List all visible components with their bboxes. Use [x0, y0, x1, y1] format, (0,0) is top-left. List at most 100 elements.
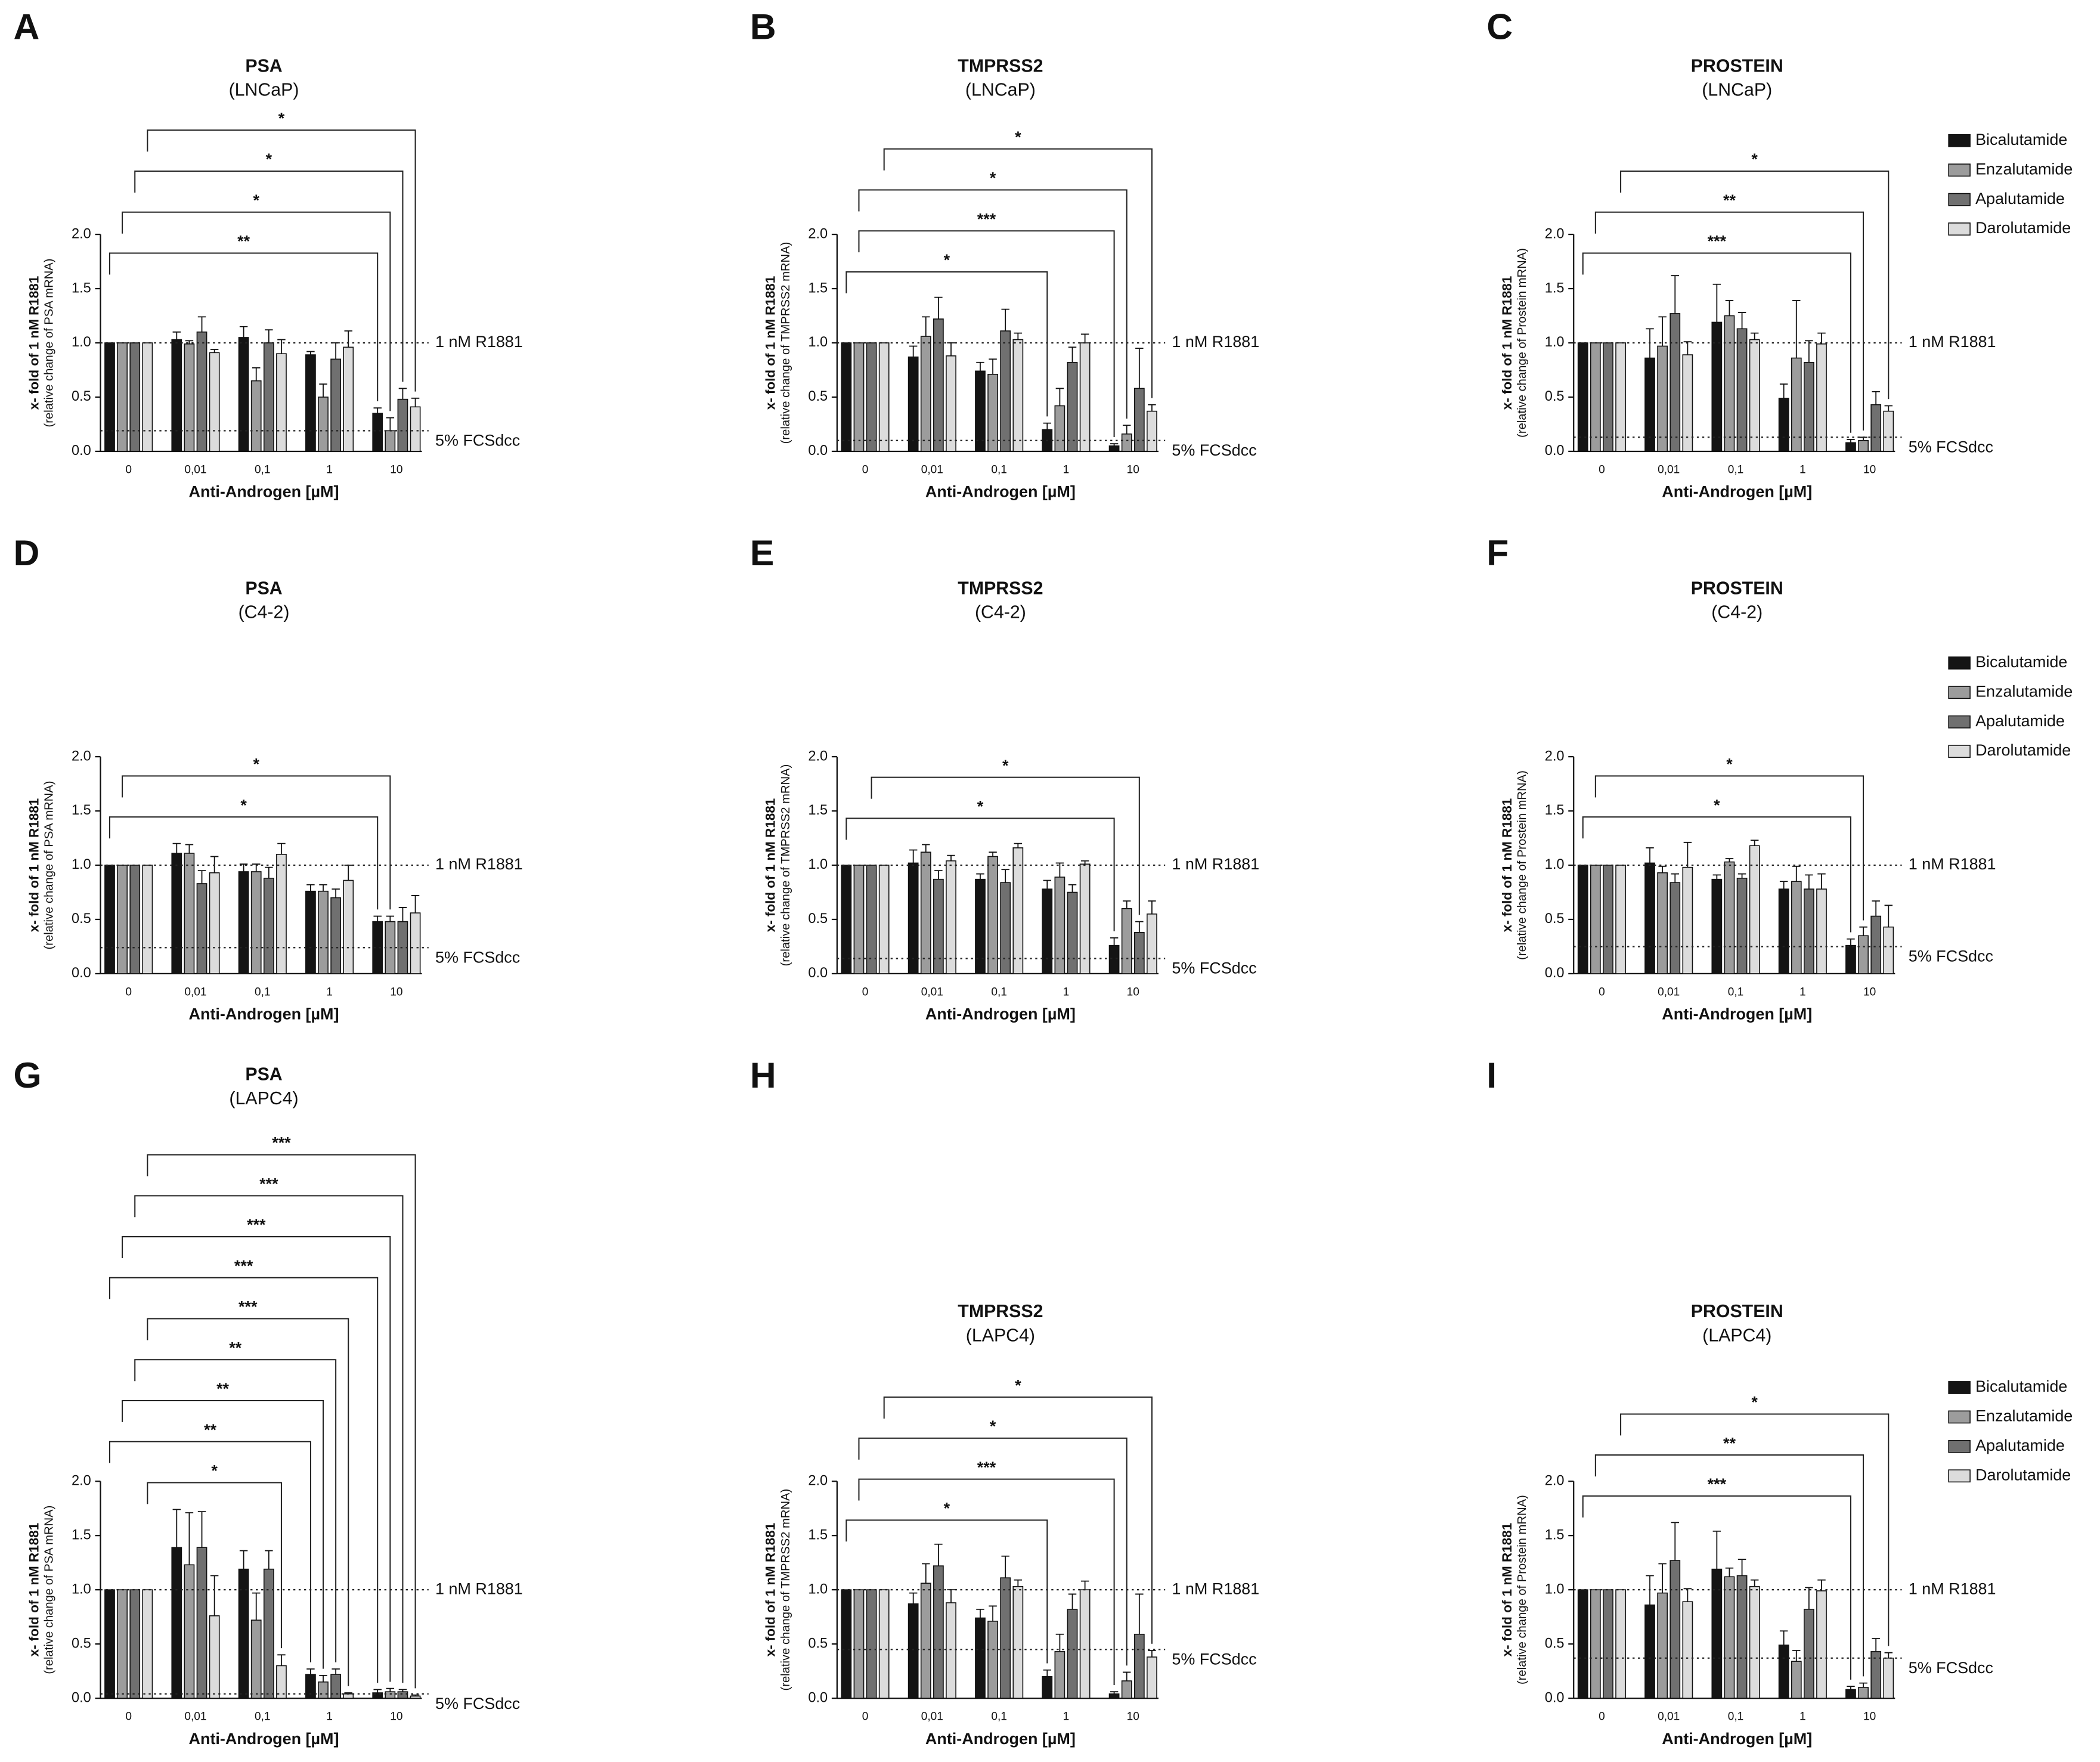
bar [1108, 945, 1120, 974]
bar [1054, 405, 1066, 452]
bar [1711, 321, 1723, 452]
error-bar [1671, 275, 1680, 314]
bar [933, 878, 944, 974]
bar [1816, 343, 1827, 452]
error-bar [1001, 308, 1009, 331]
bar [238, 337, 249, 452]
legend-label: Darolutamide [1975, 741, 2071, 759]
y-tick-label: 2.0 [72, 1472, 91, 1488]
significance-bracket [1594, 775, 1864, 921]
y-tick-label: 1.5 [808, 280, 828, 295]
y-axis-subtitle: (relative change of PSA mRNA) [42, 1506, 55, 1674]
y-tick-label: 1.5 [72, 802, 91, 817]
error-bar [332, 342, 340, 360]
significance-label: * [990, 1417, 996, 1435]
bar [1108, 445, 1120, 452]
legend-label: Apalutamide [1975, 712, 2065, 730]
significance-label: *** [977, 1458, 996, 1476]
y-tick-label: 2.0 [808, 748, 828, 763]
y-tick-label: 0.5 [72, 1635, 91, 1650]
legend-label: Bicalutamide [1975, 653, 2067, 671]
y-tick-label: 0.0 [1545, 1689, 1565, 1705]
error-bar [1872, 1638, 1880, 1652]
reference-label: 1 nM R1881 [1909, 855, 1996, 873]
bar [841, 342, 852, 452]
significance-label: * [1751, 150, 1758, 168]
reference-label: 5% FCSdcc [1172, 959, 1256, 977]
bar [1054, 877, 1066, 974]
bar [1079, 1589, 1091, 1699]
error-bar [306, 884, 315, 891]
chart-subtitle: (LAPC4) [1702, 1326, 1771, 1346]
error-bar [1817, 332, 1826, 344]
x-tick-label: 1 [1799, 463, 1806, 476]
error-bar [947, 854, 955, 861]
reference-label: 5% FCSdcc [1909, 947, 1993, 965]
error-bar [306, 1668, 315, 1675]
y-tick-label: 1.0 [72, 856, 91, 872]
bar [238, 1568, 249, 1699]
panel-letter: E [750, 532, 774, 573]
chart-title: PSA [245, 578, 282, 598]
significance-label: ** [237, 233, 250, 250]
significance-label: * [1015, 128, 1021, 146]
x-axis-title: Anti-Androgen [µM] [189, 1730, 339, 1748]
bar [907, 862, 919, 974]
bar [142, 1589, 153, 1699]
bar [1883, 1657, 1894, 1699]
y-tick-label: 1.5 [1545, 802, 1565, 817]
bar [853, 1589, 865, 1699]
significance-bracket [109, 1277, 379, 1683]
bar [1816, 1590, 1827, 1699]
error-bar [922, 316, 930, 337]
error-bar [386, 417, 395, 431]
chart-title: PROSTEIN [1691, 578, 1783, 598]
bar [330, 1674, 342, 1699]
significance-bracket [1582, 252, 1851, 433]
x-tick-label: 0,1 [1728, 986, 1744, 998]
bar [1883, 926, 1894, 974]
error-bar [1683, 1588, 1692, 1602]
error-bar [1080, 333, 1089, 343]
bar [1000, 330, 1011, 452]
bar [920, 1583, 931, 1699]
significance-label: * [990, 169, 996, 187]
y-tick-label: 0.0 [72, 442, 91, 458]
legend-label: Bicalutamide [1975, 131, 2067, 148]
x-tick-label: 0,01 [1658, 1711, 1680, 1723]
y-axis-subtitle: (relative change of TMPRSS2 mRNA) [779, 1489, 792, 1691]
error-bar [185, 844, 194, 853]
error-bar [373, 407, 382, 414]
error-bar [1683, 841, 1692, 868]
significance-bracket [845, 1519, 1048, 1664]
bar [1108, 1693, 1120, 1699]
bar [250, 871, 262, 974]
bar [104, 1589, 115, 1699]
significance-label: * [253, 755, 259, 773]
significance-bracket [134, 1359, 337, 1662]
y-tick-label: 0.5 [72, 911, 91, 926]
bar [878, 1589, 890, 1699]
legend-swatch [1948, 222, 1971, 236]
bar [263, 342, 274, 452]
error-bar [1872, 391, 1880, 405]
significance-label: * [944, 1500, 950, 1518]
bar [1121, 1680, 1132, 1699]
x-tick-label: 0 [862, 986, 869, 998]
significance-label: * [278, 109, 285, 127]
bar [1067, 891, 1078, 974]
bar [1054, 1651, 1066, 1699]
bar [196, 883, 207, 974]
error-bar [277, 339, 286, 354]
legend-label: Apalutamide [1975, 1436, 2065, 1454]
panel-letter: C [1486, 6, 1513, 47]
significance-label: ** [229, 1339, 241, 1357]
error-bar [989, 358, 997, 374]
bar [1736, 328, 1748, 452]
error-bar [1658, 865, 1667, 873]
y-axis-title: x- fold of 1 nM R1881 [763, 276, 778, 410]
error-bar [197, 870, 206, 884]
error-bar [1750, 332, 1759, 340]
legend-label: Enzalutamide [1975, 160, 2073, 178]
